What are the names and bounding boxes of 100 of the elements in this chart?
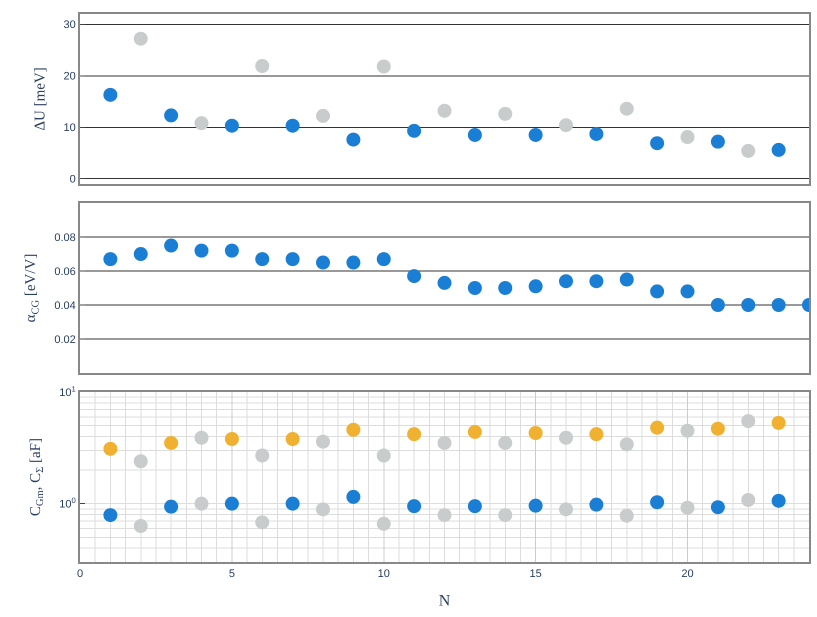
point [468, 424, 482, 439]
x-tick-label: 20 [681, 568, 694, 580]
point [741, 492, 756, 507]
point [286, 496, 300, 511]
point [407, 124, 422, 138]
point [772, 416, 786, 430]
point [468, 128, 482, 142]
point [286, 252, 300, 266]
point [680, 284, 694, 298]
point [224, 496, 239, 511]
point [224, 118, 239, 133]
point [650, 420, 664, 435]
point [438, 276, 452, 290]
point [164, 436, 178, 450]
point [680, 424, 694, 438]
y-tick-label: 10$^{1}$ [59, 384, 76, 399]
point [346, 132, 360, 147]
point [468, 499, 482, 514]
point [164, 238, 178, 253]
point [680, 130, 694, 144]
point [528, 128, 543, 142]
y-tick-label: 0.04 [54, 300, 76, 312]
point [286, 118, 300, 133]
y-tick-label: 20 [64, 70, 76, 83]
x-tick-label: 5 [228, 568, 235, 580]
x-tick-label: 10 [378, 568, 390, 580]
point [407, 269, 422, 284]
point [772, 298, 786, 312]
point [710, 500, 725, 514]
point [255, 515, 270, 530]
point [286, 432, 300, 446]
point [772, 142, 786, 157]
point [164, 108, 178, 122]
point [650, 284, 664, 298]
point [376, 448, 391, 463]
point [316, 502, 330, 516]
point [650, 136, 664, 150]
point [589, 427, 604, 442]
y-tick-label: 30 [64, 19, 76, 32]
point [134, 247, 148, 262]
y-axis-title: ΔU [meV] [32, 67, 48, 131]
point [134, 32, 148, 46]
point [103, 88, 118, 102]
point [710, 298, 725, 312]
point [103, 508, 118, 522]
point [438, 508, 452, 522]
x-tick-label: 15 [530, 568, 542, 580]
x-axis-title: N [438, 592, 451, 610]
point [741, 144, 756, 158]
point [255, 448, 270, 463]
point [589, 274, 604, 288]
point [376, 252, 391, 266]
y-tick-label: 0.08 [54, 232, 76, 244]
point [376, 60, 391, 74]
point [772, 494, 786, 508]
point [528, 498, 543, 513]
y-tick-label: 10$^{0}$ [59, 496, 76, 511]
point [741, 298, 756, 312]
point [559, 502, 573, 516]
point [316, 108, 330, 123]
point [498, 106, 512, 121]
point [194, 244, 208, 258]
point [710, 134, 725, 149]
point [346, 422, 360, 437]
point [346, 490, 360, 504]
point [620, 272, 634, 287]
point [316, 256, 330, 270]
point [134, 519, 148, 534]
point [103, 442, 118, 456]
y-tick-label: 10 [64, 122, 76, 134]
point [438, 104, 452, 118]
point [194, 430, 208, 445]
point [134, 454, 148, 468]
point [316, 434, 330, 449]
point [407, 427, 422, 442]
point [103, 252, 118, 266]
point [680, 500, 694, 515]
point [194, 496, 208, 511]
point [224, 244, 239, 258]
point [559, 118, 573, 132]
point [710, 422, 725, 436]
point [650, 495, 664, 510]
y-tick-label: 0.02 [54, 334, 76, 346]
point [194, 116, 208, 130]
point [255, 252, 270, 266]
point [589, 126, 604, 141]
point [438, 436, 452, 450]
point [498, 436, 512, 450]
y-tick-label: 0.06 [54, 266, 76, 278]
point [468, 281, 482, 295]
point [498, 508, 512, 522]
point [559, 274, 573, 288]
point [741, 414, 756, 428]
point [407, 499, 422, 514]
point [164, 500, 178, 514]
point [528, 279, 543, 294]
point [559, 430, 573, 445]
point [255, 58, 270, 73]
point [224, 432, 239, 446]
point [346, 256, 360, 270]
